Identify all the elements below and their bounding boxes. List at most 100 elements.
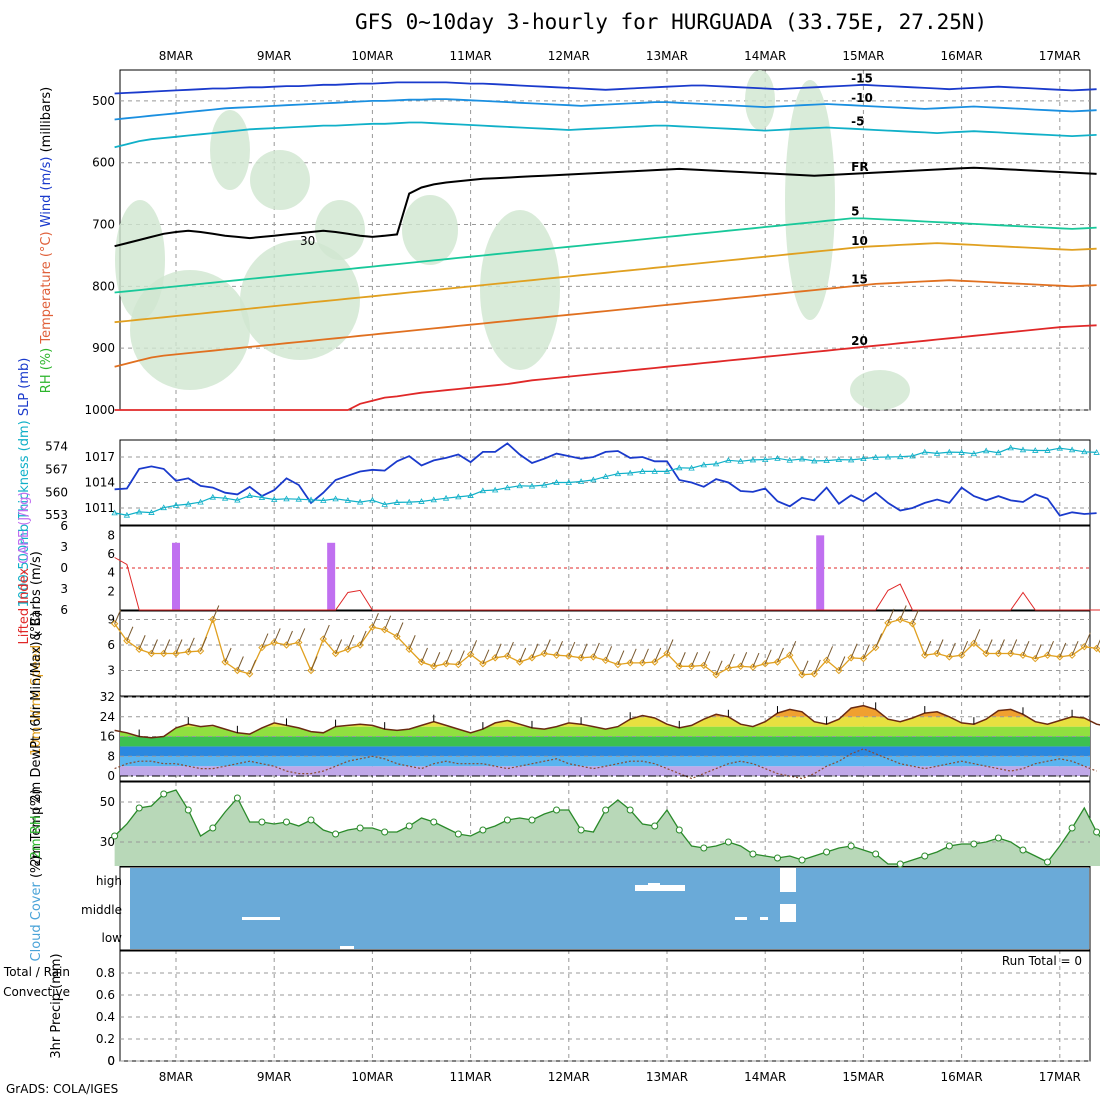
wind-barb xyxy=(359,630,367,646)
axis-label-part: (%) xyxy=(29,789,44,816)
rh-marker xyxy=(258,818,266,826)
thickness-tick: 574 xyxy=(45,440,68,454)
wind-barb xyxy=(187,637,195,652)
wind-barb xyxy=(801,660,809,675)
slp-tick: 1014 xyxy=(84,476,115,490)
wind-barb xyxy=(371,612,379,628)
thickness-marker xyxy=(958,449,965,455)
pressure-tick: 800 xyxy=(92,279,115,293)
rh-blob xyxy=(250,150,310,210)
wind-barb xyxy=(715,660,723,675)
rh-marker xyxy=(872,850,880,858)
wind-barb xyxy=(224,647,232,663)
rh-marker xyxy=(896,860,904,868)
wind-barb xyxy=(924,641,932,656)
date-tick-top: 12MAR xyxy=(548,49,590,63)
rh-marker xyxy=(749,850,757,858)
run-total: Run Total = 0 xyxy=(1002,954,1082,968)
wind-barb xyxy=(273,628,281,643)
wind-barb xyxy=(789,641,797,656)
wind-barb xyxy=(973,629,981,644)
wind-speed-marker xyxy=(712,671,720,679)
thickness-marker xyxy=(307,496,315,503)
rh-marker xyxy=(921,852,929,860)
wind-barb xyxy=(556,641,563,656)
thickness-marker xyxy=(1056,444,1063,451)
wind-barb xyxy=(457,650,465,665)
wind-speed-marker xyxy=(921,651,929,659)
wind-barb xyxy=(592,642,600,658)
wind-barb xyxy=(1083,632,1091,647)
rh-marker xyxy=(994,834,1002,842)
thickness-marker xyxy=(283,495,290,502)
rh-marker xyxy=(970,840,978,848)
wind-barb xyxy=(961,641,969,656)
thickness-marker xyxy=(295,495,302,502)
thickness-marker xyxy=(356,498,364,505)
date-tick-bottom: 14MAR xyxy=(744,1070,786,1084)
thickness-marker xyxy=(798,455,806,462)
temp-band xyxy=(120,726,1090,737)
rh-marker xyxy=(700,844,708,852)
thickness-marker xyxy=(921,448,928,455)
wind-speed-marker xyxy=(1043,651,1052,659)
thickness-marker xyxy=(982,447,990,454)
wind-speed-marker xyxy=(835,666,843,675)
date-tick-bottom: 9MAR xyxy=(257,1070,292,1084)
wind-barb xyxy=(114,609,122,624)
thickness-marker xyxy=(406,498,413,505)
rh-marker xyxy=(602,806,610,814)
wind-speed-marker xyxy=(295,638,303,647)
thickness-marker xyxy=(369,496,376,503)
thickness-marker xyxy=(602,473,609,480)
lifted-index-tick: 6 xyxy=(60,603,68,617)
thickness-marker xyxy=(712,460,720,467)
wind-barb xyxy=(678,652,686,667)
thickness-marker xyxy=(1032,447,1039,453)
rh-blob xyxy=(745,70,775,130)
wind-speed-marker xyxy=(736,662,745,670)
isotherm-label: 15 xyxy=(851,272,868,286)
wind-barb xyxy=(531,643,539,658)
rh-marker xyxy=(233,794,241,802)
wind-barb xyxy=(641,648,649,664)
wind-speed-marker xyxy=(540,649,548,658)
wind-barb xyxy=(568,641,576,657)
date-tick-bottom: 11MAR xyxy=(450,1070,492,1084)
cape-bar xyxy=(816,535,825,610)
thickness-marker xyxy=(528,482,536,489)
slp-line xyxy=(114,442,1097,517)
axis-label: 10m Wind Speed & Barbs (m/s) xyxy=(29,551,44,756)
axis-label-part: Cloud Cover xyxy=(29,882,44,962)
cloud-level-label: high xyxy=(96,874,122,888)
date-tick-top: 10MAR xyxy=(351,49,393,63)
rh-contour-label: 30 xyxy=(300,234,315,248)
date-tick-top: 8MAR xyxy=(159,49,194,63)
cloud-gap xyxy=(340,946,354,949)
wind-barb xyxy=(384,615,392,630)
temp-tick: 24 xyxy=(100,710,115,724)
axis-label-part: Thickness (dm) xyxy=(17,420,32,524)
thickness-marker xyxy=(148,509,155,515)
rh-blob xyxy=(480,210,560,370)
wind-speed-marker xyxy=(160,649,168,658)
wind-barb xyxy=(1071,641,1079,656)
thickness-tick: 567 xyxy=(45,462,68,476)
axis-label: 1000-500mb Thickness (dm) SLP (mb) xyxy=(17,358,32,608)
wind-speed-marker xyxy=(331,649,340,658)
temp-line xyxy=(114,704,1100,739)
isotherm-line xyxy=(114,121,1097,149)
cloud-gap xyxy=(780,868,796,892)
date-tick-bottom: 17MAR xyxy=(1039,1070,1081,1084)
rh-area xyxy=(114,790,1100,866)
precip-tick: 0.8 xyxy=(96,966,115,980)
thickness-marker xyxy=(1019,446,1027,453)
wind-speed-marker xyxy=(896,615,904,624)
wind-tick: 6 xyxy=(107,638,115,652)
rh-blob xyxy=(315,200,365,260)
thickness-marker xyxy=(823,457,830,463)
rh-tick: 50 xyxy=(100,795,115,809)
wind-speed-marker xyxy=(1031,654,1039,663)
cloud-gap xyxy=(635,885,685,891)
thickness-marker xyxy=(577,478,585,484)
